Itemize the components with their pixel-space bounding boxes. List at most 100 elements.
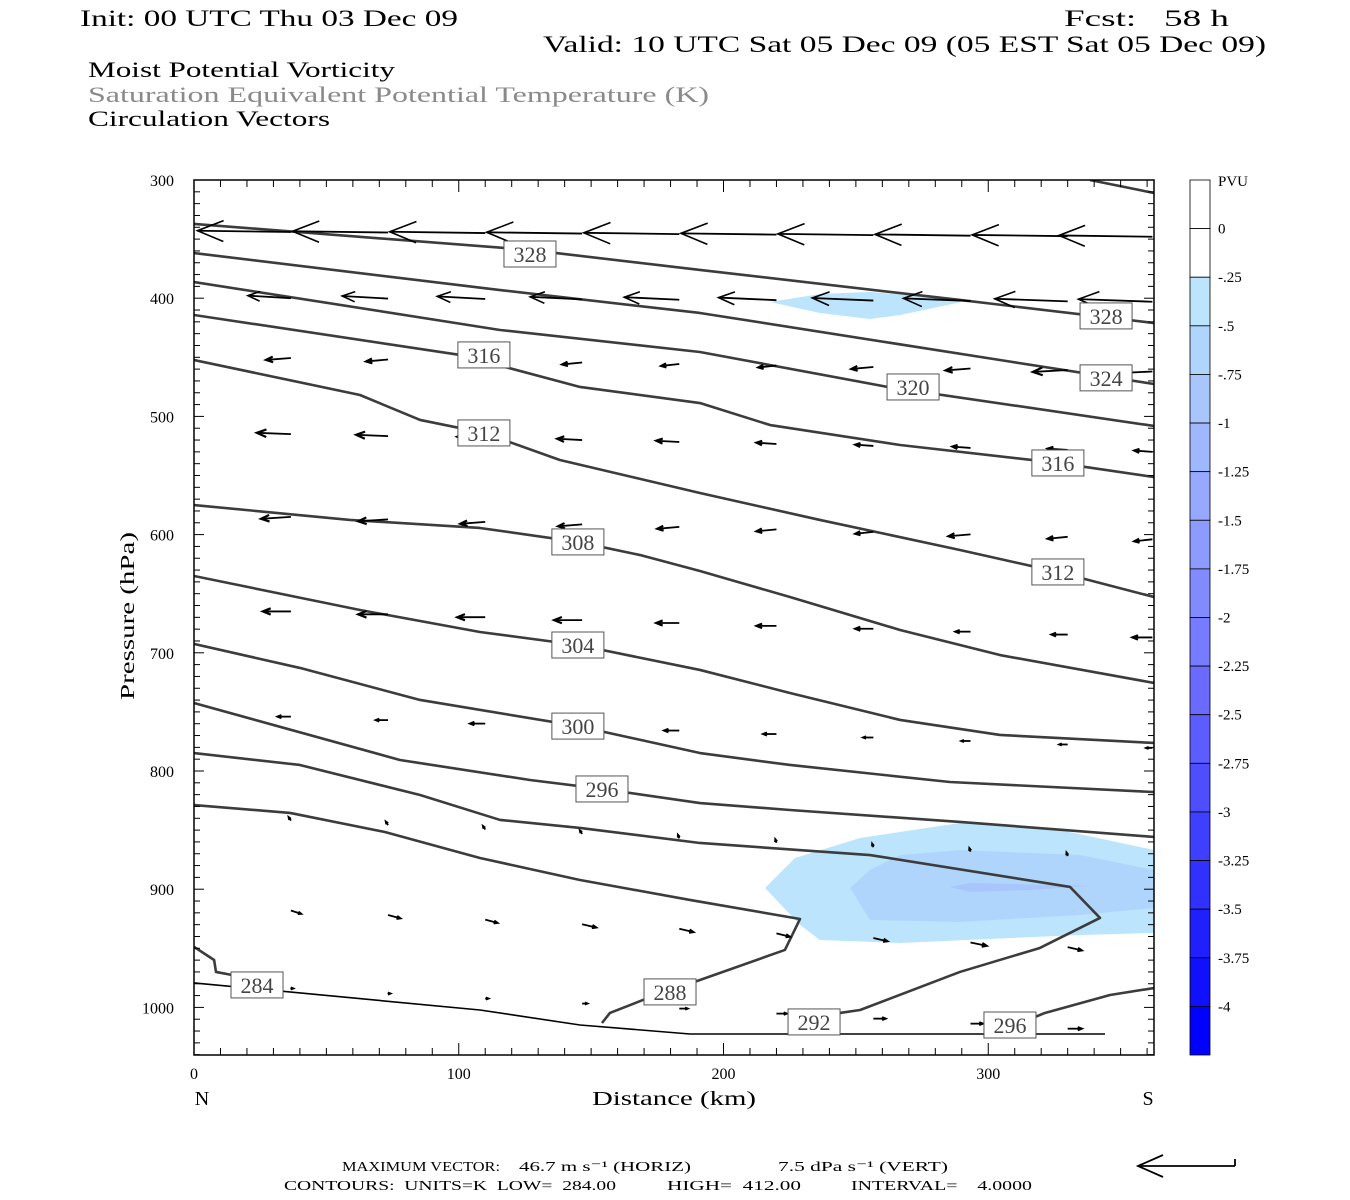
vector-arrowhead (274, 714, 282, 720)
vector-arrow (485, 996, 492, 1001)
contour-label-text: 304 (561, 633, 594, 658)
vector-arrowhead (559, 360, 569, 368)
vector-arrow (1067, 1026, 1085, 1032)
vector-arrow (949, 443, 971, 450)
vector-arrow (872, 223, 971, 247)
vector-shaft (292, 230, 389, 234)
vector-shaft (855, 530, 874, 535)
vector-arrowhead (653, 437, 664, 445)
vector-shaft (994, 297, 1068, 303)
vector-arrow (852, 625, 874, 632)
vector-arrowhead (958, 738, 965, 744)
colorbar-label: -2.75 (1218, 756, 1249, 772)
contour-label-text: 312 (467, 421, 500, 446)
vector-arrowhead (591, 924, 599, 930)
vector-arrow (581, 221, 680, 245)
contour-label-text: 284 (241, 973, 274, 998)
vector-arrowhead (1077, 1026, 1085, 1032)
contour-line-304 (194, 574, 1154, 745)
plot-area: 328 328 324 320 316 316 312 312 308 304 300 296 288 2… (193, 179, 1155, 1056)
vector-arrow (1131, 537, 1153, 544)
vector-arrowhead (263, 355, 274, 364)
contour-label-text: 328 (513, 242, 546, 267)
vector-shaft (656, 439, 680, 443)
vector-arrow (873, 1016, 889, 1021)
vector-arrow (1044, 535, 1068, 542)
contour-label-box (503, 240, 557, 268)
vector-shaft (756, 441, 777, 445)
contour-label: 288 (643, 978, 697, 1006)
colorbar-box (1189, 957, 1211, 1007)
vector-arrow (852, 530, 874, 537)
colorbar-label: -1.5 (1218, 513, 1242, 529)
contour-label: 300 (551, 712, 605, 740)
vector-arrow (1129, 634, 1153, 641)
vector-arrowhead (783, 1011, 790, 1016)
contour-label: 324 (1079, 364, 1133, 392)
vector-arrowhead (355, 609, 367, 619)
vector-arrowhead (290, 220, 320, 243)
vector-arrow (676, 832, 681, 839)
colorbar-label: -3 (1218, 805, 1231, 821)
vector-arrowhead (755, 363, 764, 370)
vector-arrow (968, 845, 972, 852)
contour-line-288 (194, 803, 802, 1024)
vector-arrow (1048, 631, 1068, 638)
contour-label-box (787, 1008, 841, 1036)
vector-arrow (776, 1011, 790, 1016)
vector-arrowhead (353, 430, 366, 440)
vector-arrow (1056, 742, 1068, 747)
x-axis-right-end-label: S (1142, 1088, 1153, 1110)
contour-label: 284 (230, 971, 284, 999)
vector-arrow (678, 222, 777, 246)
vector-arrowhead (481, 823, 486, 829)
reference-vector-arrow-icon (1135, 1154, 1236, 1178)
vector-arrowhead (297, 910, 304, 916)
vector-shaft (260, 515, 291, 520)
y-axis-title: Pressure (hPa) (117, 532, 139, 700)
vector-shaft (358, 518, 389, 523)
field-title-mpv: Moist Potential Vorticity (88, 57, 395, 82)
vector-arrow (259, 607, 291, 616)
vector-arrow (263, 355, 291, 364)
contour-line-292 (194, 751, 1102, 1025)
plot-frame (193, 179, 1155, 1056)
vector-arrow (901, 290, 971, 308)
y-tick-label: 900 (150, 882, 174, 899)
valid-time: Valid: 10 UTC Sat 05 Dec 09 (05 EST Sat … (543, 32, 1266, 57)
contour-label-box (1031, 558, 1085, 586)
contour-line-300 (194, 642, 1154, 794)
init-time: Init: 00 UTC Thu 03 Dec 09 (80, 6, 458, 31)
contour-label: 328 (1079, 302, 1133, 330)
vector-arrow (457, 519, 486, 528)
x-tick-label: 100 (447, 1066, 471, 1083)
vector-arrow (290, 986, 296, 991)
vector-arrowhead (1029, 366, 1044, 377)
contour-line-324 (194, 251, 1154, 386)
x-tick-label: 300 (976, 1066, 1000, 1083)
vector-arrowhead (581, 221, 611, 245)
contour-label: 312 (457, 419, 511, 447)
contour-high: HIGH= 412.00 (667, 1179, 801, 1194)
vector-arrow (755, 363, 777, 370)
vector-arrowhead (584, 1001, 591, 1006)
vector-arrowhead (852, 530, 861, 537)
vector-arrow (873, 937, 891, 943)
colorbar-box (1189, 617, 1211, 667)
vector-arrowhead (952, 628, 961, 635)
vector-arrow (355, 516, 389, 526)
vector-arrow (290, 909, 304, 916)
vector-arrow (860, 735, 874, 740)
colorbar-box (1189, 665, 1211, 716)
vector-arrow (559, 360, 583, 368)
vector-arrow (661, 727, 680, 734)
vector-arrow (958, 738, 971, 744)
contour-label-text: 328 (1090, 304, 1123, 329)
vector-arrowhead (968, 845, 972, 852)
x-axis-left-end-label: N (195, 1088, 209, 1110)
vector-shaft (756, 528, 777, 533)
vector-arrowhead (554, 435, 565, 443)
vector-arrowhead (1131, 447, 1140, 454)
colorbar-box (1189, 325, 1211, 375)
vector-arrowhead (484, 221, 514, 245)
